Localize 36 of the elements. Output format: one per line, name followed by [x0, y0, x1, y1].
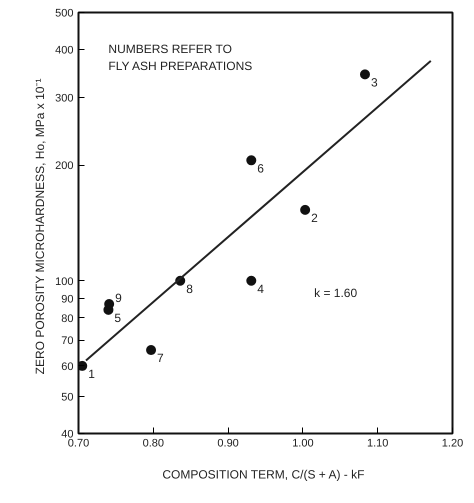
y-tick-label: 500 [55, 8, 74, 20]
annotation: 4 [257, 282, 264, 296]
x-tick-label: 1.00 [292, 438, 314, 450]
x-tick-label: 0.70 [68, 438, 90, 450]
point [103, 304, 114, 315]
y-tick-label: 90 [61, 293, 74, 306]
point [360, 69, 370, 80]
annotation: 2 [311, 210, 318, 225]
annotation: k = 1.60 [314, 286, 358, 300]
y-tick-label: 400 [55, 44, 74, 57]
point [146, 345, 156, 356]
annotation: 8 [186, 282, 194, 296]
y-axis-title: ZERO POROSITY MICROHARDNESS, Ho, MPa x 10⁻¹ [33, 78, 48, 374]
y-tick-label: 50 [61, 391, 74, 404]
y-tick-label: 60 [61, 360, 74, 373]
x-tick-label: 1.10 [366, 438, 388, 450]
x-tick-label: 0.90 [217, 438, 239, 450]
annotation: NUMBERS REFER TO FLY ASH PREPARATIONS [108, 42, 252, 73]
annotation: 1 [88, 366, 96, 381]
x-axis-title: COMPOSITION TERM, C/(S + A) - kF [162, 468, 364, 482]
y-tick-label: 80 [61, 312, 74, 325]
y-tick-label: 40 [61, 428, 74, 440]
annotation: 5 [114, 310, 122, 325]
y-tick-label: 100 [55, 276, 74, 288]
annotation: 9 [115, 290, 122, 305]
annotation: 3 [370, 75, 378, 90]
point [246, 276, 256, 286]
annotation: 6 [257, 161, 264, 176]
y-tick-label: 300 [55, 92, 74, 105]
point [246, 155, 256, 166]
annotation: 7 [157, 351, 164, 366]
x-tick-label: 1.20 [442, 438, 464, 450]
x-tick-label: 0.80 [142, 438, 164, 450]
y-tick-label: 200 [55, 160, 74, 172]
point [300, 204, 310, 215]
y-tick-label: 70 [61, 335, 74, 348]
